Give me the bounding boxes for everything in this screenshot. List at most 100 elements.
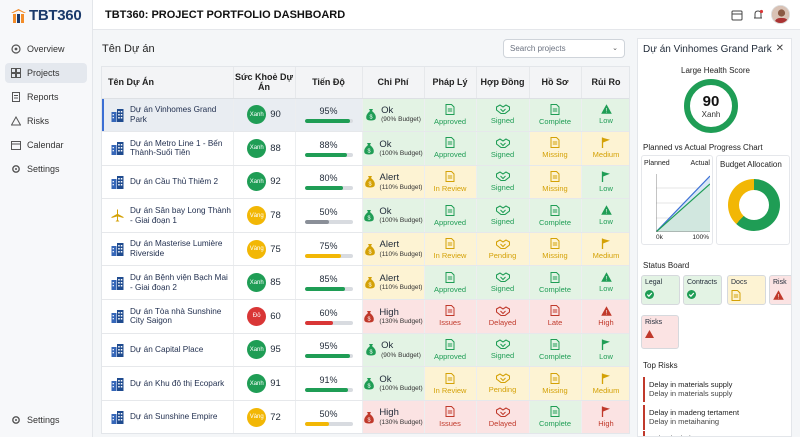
contract-status: Delayed bbox=[488, 418, 517, 428]
project-name-cell[interactable]: Dự án Tòa nhà Sunshine City Saigon bbox=[102, 299, 234, 334]
status-card-risks[interactable]: Risks bbox=[641, 315, 679, 349]
progress-bar-fill bbox=[304, 220, 329, 225]
docs-status: Complete bbox=[538, 351, 572, 361]
project-name-cell[interactable]: Dự án Sunshine Empire bbox=[102, 400, 234, 433]
project-name-cell[interactable]: Dự án Bệnh viện Bạch Mai - Giai đoạn 2 bbox=[102, 265, 234, 301]
project-name-cell[interactable]: Dự án Capital Place bbox=[102, 333, 234, 368]
brand-logo[interactable]: TBT360 bbox=[10, 7, 82, 24]
grid-icon bbox=[11, 44, 21, 54]
column-header[interactable]: Hợp Đồng bbox=[476, 67, 530, 99]
handshake-icon bbox=[495, 171, 510, 182]
column-header[interactable]: Tên Dự Án bbox=[102, 67, 234, 99]
project-name-cell[interactable]: Dự án Vinhomes Grand Park bbox=[102, 98, 234, 133]
health-score: 60 bbox=[270, 310, 281, 322]
table-row[interactable]: Dự án Masterise Lumière Riverside Vàng 75… bbox=[102, 232, 629, 267]
close-icon[interactable]: ✕ bbox=[775, 43, 784, 54]
building-icon bbox=[111, 108, 124, 122]
handshake-icon bbox=[495, 339, 510, 350]
risk-cell: Medium bbox=[581, 232, 629, 267]
column-header[interactable]: Tiến Độ bbox=[295, 67, 363, 99]
risk-status: Low bbox=[599, 284, 613, 294]
project-name-cell[interactable]: Dự án Khu đô thị Ecopark bbox=[102, 366, 234, 401]
top-risk-item[interactable]: Delay-inohoirs bbox=[643, 431, 788, 436]
project-name: Dự án Cầu Thủ Thiêm 2 bbox=[130, 177, 219, 187]
user-avatar[interactable] bbox=[771, 5, 790, 24]
sidebar-item-projects[interactable]: Projects bbox=[5, 63, 87, 83]
axis-x-start: 0k bbox=[656, 234, 663, 241]
cost-status: Ok bbox=[381, 105, 394, 116]
table-row[interactable]: Dự án Sunshine Empire Vàng 72 50% $ High (1… bbox=[102, 400, 629, 433]
sidebar-item-overview[interactable]: Overview bbox=[5, 39, 87, 59]
warning-icon: ! bbox=[600, 272, 612, 282]
progress-cell: 91% bbox=[295, 366, 363, 401]
contract-cell: Signed bbox=[476, 198, 530, 233]
project-name-cell[interactable]: Dự án Metro Line 1 - Bến Thành-Suối Tiên bbox=[102, 131, 234, 166]
progress-chart: Planned Actual 0k 100% bbox=[641, 155, 713, 245]
column-header[interactable]: Hồ Sơ bbox=[529, 67, 582, 99]
health-badge: Xanh bbox=[247, 273, 267, 293]
sidebar-item-settings[interactable]: Settings bbox=[5, 159, 87, 179]
docs-status: Missing bbox=[542, 385, 568, 395]
top-risk-item[interactable]: Delay in madeng tertament Delay in metaih… bbox=[643, 405, 788, 430]
legal-cell: Approved bbox=[424, 198, 477, 233]
table-row[interactable]: Dự án Tòa nhà Sunshine City Saigon Đỏ 60 … bbox=[102, 299, 629, 334]
document-icon bbox=[550, 204, 560, 216]
health-score: 88 bbox=[270, 142, 281, 154]
calendar-icon[interactable] bbox=[731, 9, 743, 21]
search-input[interactable]: Search projects ⌄ bbox=[503, 39, 625, 58]
sidebar-item-risks[interactable]: Risks bbox=[5, 111, 87, 131]
money-bag-icon: $ bbox=[364, 310, 375, 323]
docs-cell: Complete bbox=[529, 400, 582, 433]
table-row[interactable]: Dự án Sân bay Long Thành - Giai đoạn 1 V… bbox=[102, 198, 629, 233]
top-risk-item[interactable]: Delay in materials supply Delay in materi… bbox=[643, 377, 788, 402]
bell-icon[interactable] bbox=[752, 9, 764, 21]
flag-icon bbox=[601, 171, 610, 182]
sidebar-item-reports[interactable]: Reports bbox=[5, 87, 87, 107]
column-header[interactable]: Sức Khoẻ Dự Án bbox=[233, 67, 296, 99]
column-header[interactable]: Rủi Ro bbox=[581, 67, 629, 99]
table-row[interactable]: Dự án Khu đô thị Ecopark Xanh 91 91% $ Ok(… bbox=[102, 366, 629, 401]
table-row[interactable]: Dự án Vinhomes Grand Park Xanh 90 95% $ Ok… bbox=[102, 98, 629, 133]
building-icon bbox=[111, 142, 124, 156]
contract-status: Signed bbox=[490, 149, 515, 159]
cost-status: Ok bbox=[379, 373, 392, 385]
sidebar-item-label: Reports bbox=[27, 92, 59, 102]
legal-cell: In Review bbox=[424, 366, 477, 401]
table-row[interactable]: Dự án Bệnh viện Bạch Mai - Giai đoạn 2 X… bbox=[102, 265, 629, 301]
project-name-cell[interactable]: Dự án Cầu Thủ Thiêm 2 bbox=[102, 165, 234, 200]
project-name-cell[interactable]: Dự án Sân bay Long Thành - Giai đoạn 1 bbox=[102, 198, 234, 233]
building-icon bbox=[111, 175, 124, 189]
progress-cell: 50% bbox=[295, 198, 363, 233]
status-card-legal[interactable]: Legal bbox=[641, 275, 680, 305]
contract-cell: Signed bbox=[476, 131, 530, 166]
document-icon bbox=[445, 137, 455, 149]
warning-icon bbox=[11, 116, 21, 126]
table-row[interactable]: Dự án Capital Place Xanh 95 95% $ Ok (90% B… bbox=[102, 333, 629, 368]
progress-bar-fill bbox=[304, 388, 349, 393]
legal-status: In Review bbox=[433, 183, 467, 193]
status-card-risk[interactable]: Risk! bbox=[769, 275, 791, 305]
status-card-docs[interactable]: Docs bbox=[727, 275, 766, 305]
risk-status: Low bbox=[599, 183, 613, 193]
column-header[interactable]: Pháp Lý bbox=[424, 67, 477, 99]
legal-status: Approved bbox=[433, 116, 467, 126]
sidebar-item-settings-bottom[interactable]: Settings bbox=[5, 410, 87, 430]
projects-table: Tên Dự Án Sức Khoẻ Dự Án Tiến Độ Chi Phí Phá… bbox=[101, 66, 630, 434]
sidebar-item-calendar[interactable]: Calendar bbox=[5, 135, 87, 155]
table-row[interactable]: Dự án Cầu Thủ Thiêm 2 Xanh 92 80% $ Alert(… bbox=[102, 165, 629, 200]
column-header[interactable]: Chi Phí bbox=[362, 67, 425, 99]
brand-name: TBT360 bbox=[29, 7, 82, 24]
money-bag-icon: $ bbox=[366, 344, 376, 356]
project-name: Dự án Masterise Lumière Riverside bbox=[130, 239, 223, 259]
project-name-cell[interactable]: Dự án Masterise Lumière Riverside bbox=[102, 232, 234, 267]
docs-cell: Complete bbox=[529, 198, 582, 233]
health-score: 72 bbox=[270, 411, 281, 423]
table-row[interactable]: Dự án Metro Line 1 - Bến Thành-Suối Tiên… bbox=[102, 131, 629, 166]
money-bag-icon: $ bbox=[364, 176, 375, 188]
chevron-down-icon[interactable]: ⌄ bbox=[612, 45, 618, 52]
status-card-contracts[interactable]: Contracts bbox=[683, 275, 722, 305]
contract-status: Signed bbox=[490, 183, 515, 193]
svg-text:$: $ bbox=[368, 384, 371, 390]
project-detail-panel: Dự án Vinhomes Grand Park ✕ Large Health… bbox=[637, 38, 792, 437]
progress-bar bbox=[304, 354, 353, 359]
